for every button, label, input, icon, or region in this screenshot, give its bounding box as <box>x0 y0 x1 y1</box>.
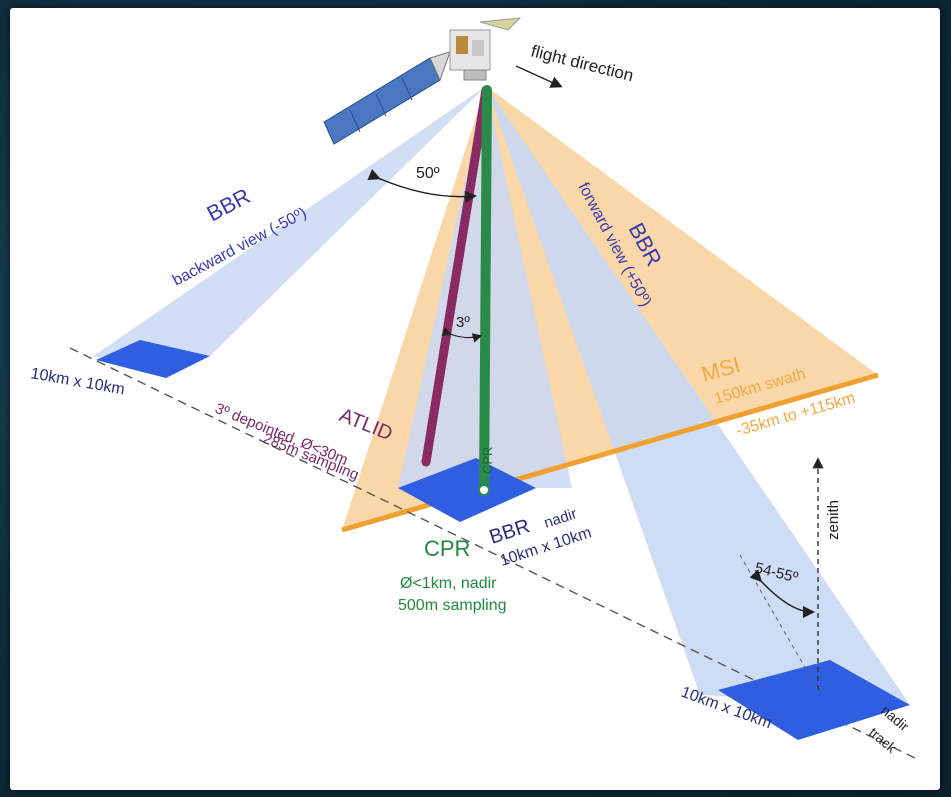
back-footprint-label: 10km x 10km <box>29 365 126 398</box>
satellite-icon <box>323 17 522 145</box>
cpr-beam-label: CPR <box>480 447 495 474</box>
zenith-label: zenith <box>825 500 842 540</box>
flight-direction-arrow <box>515 65 563 88</box>
bbr-nadir-word: nadir <box>542 505 579 531</box>
angle-3-label: 3º <box>456 314 470 331</box>
bbr-backward-title: BBR <box>203 183 255 226</box>
cpr-detail-2: 500m sampling <box>398 597 507 614</box>
nadir-footprint-square <box>398 458 536 522</box>
angle-50-arc <box>367 168 477 203</box>
bbr-backward-beam <box>92 86 486 357</box>
angle-54-arc <box>749 569 815 618</box>
atlid-beam <box>421 85 491 467</box>
nadir-track-label-2: track <box>866 724 900 756</box>
angle-3-arc <box>441 326 483 343</box>
fwd-footprint-square <box>718 660 910 740</box>
cpr-detail-1: Ø<1km, nadir <box>400 575 497 592</box>
back-footprint-square <box>96 340 210 378</box>
cpr-beam-end <box>478 484 490 496</box>
angle-50-label: 50º <box>416 165 440 182</box>
bbr-forward-beam <box>486 86 910 705</box>
cpr-title: CPR <box>424 536 470 561</box>
cpr-beam <box>479 85 492 495</box>
